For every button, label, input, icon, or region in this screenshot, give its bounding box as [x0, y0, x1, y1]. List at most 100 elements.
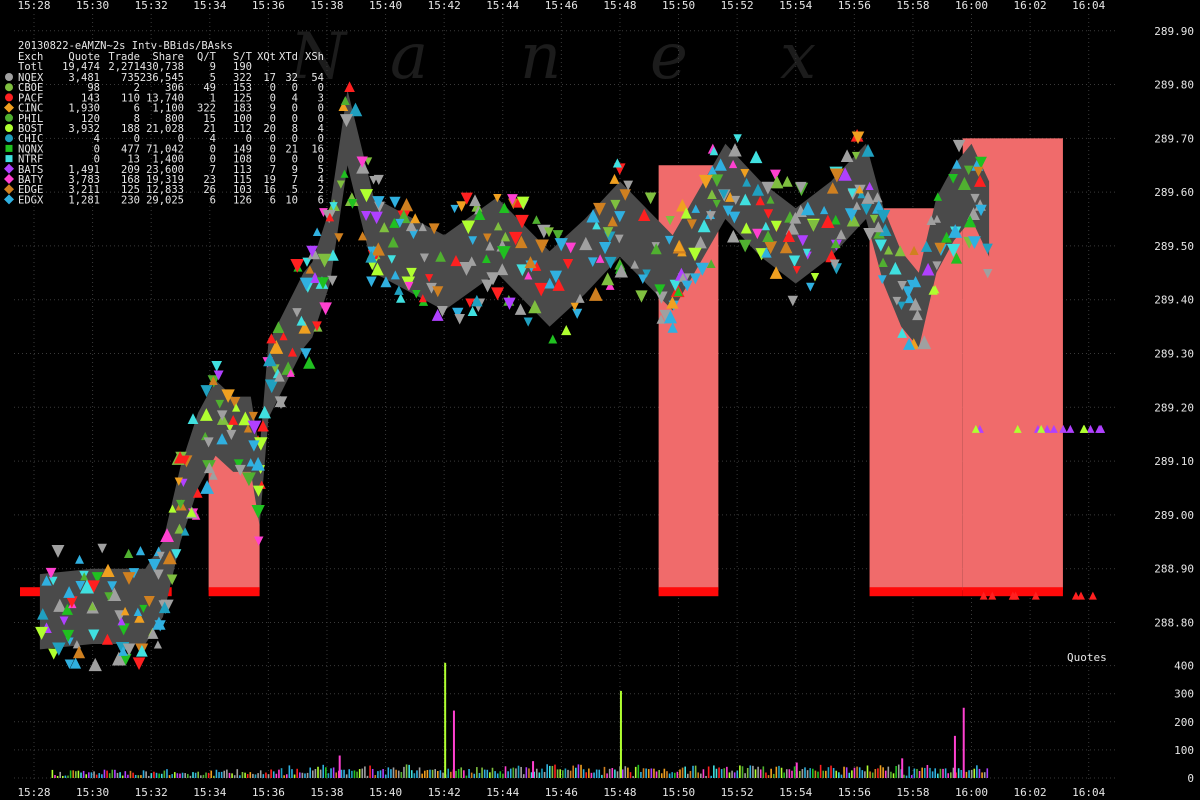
quote-marker — [418, 222, 427, 232]
quote-marker — [706, 211, 716, 221]
quote-marker — [932, 214, 941, 223]
volume-bar — [69, 770, 72, 778]
volume-bar — [437, 771, 439, 778]
quote-marker — [770, 175, 784, 189]
table-row: NQEX 3,481 735 236,545 5 322 17 32 54 — [18, 72, 324, 84]
volume-bar — [265, 772, 267, 778]
table-cell: EDGX — [18, 194, 44, 206]
volume-bar — [108, 773, 111, 778]
quote-marker — [104, 592, 114, 602]
table-cell: 430,738 — [140, 61, 184, 73]
volume-bar — [468, 768, 470, 778]
volume-bar — [848, 772, 851, 778]
quote-marker — [35, 626, 49, 640]
volume-bar — [515, 768, 517, 778]
table-cell: 4 — [318, 123, 324, 135]
table-cell: NQNX — [18, 143, 44, 155]
quote-marker — [650, 243, 662, 255]
quote-marker — [1037, 424, 1046, 433]
quote-marker — [807, 220, 820, 232]
quote-marker — [431, 308, 444, 321]
quote-marker — [892, 296, 902, 306]
quote-marker — [836, 229, 847, 240]
quote-marker — [466, 256, 477, 266]
x-tick-top: 15:46 — [545, 0, 578, 12]
volume-bar — [470, 772, 473, 778]
volume-bar — [455, 770, 457, 778]
x-tick-bottom: 15:32 — [135, 786, 168, 799]
quote-marker — [655, 291, 668, 304]
volume-bar — [543, 771, 546, 778]
volume-bar — [283, 775, 285, 778]
table-cell: 7 — [270, 164, 276, 176]
quote-marker — [789, 211, 802, 224]
quote-marker — [570, 302, 579, 311]
volume-bar — [496, 773, 499, 778]
volume-bar — [575, 767, 577, 778]
volume-bar — [762, 766, 765, 778]
table-cell: 15 — [203, 113, 216, 125]
table-cell: 4 — [94, 133, 100, 145]
table-cell: 21 — [203, 123, 216, 135]
volume-bar — [835, 770, 838, 778]
volume-bar — [301, 772, 304, 778]
quote-marker — [63, 586, 75, 598]
x-tick-bottom: 15:40 — [369, 786, 402, 799]
volume-bar — [871, 772, 874, 778]
table-cell: 7 — [292, 174, 298, 186]
volume-bar — [645, 768, 647, 778]
volume-bar — [145, 771, 147, 778]
x-tick-bottom: 15:44 — [486, 786, 519, 799]
volume-bar — [689, 771, 692, 778]
quote-marker — [312, 321, 322, 332]
quote-marker — [117, 623, 130, 636]
volume-bar — [166, 769, 168, 778]
quote-marker — [279, 332, 288, 341]
quote-marker — [356, 160, 370, 174]
quote-marker — [153, 569, 164, 580]
volume-bar — [981, 772, 983, 778]
quote-marker — [761, 221, 771, 231]
volume-bar — [572, 765, 575, 778]
x-tick-top: 15:30 — [76, 0, 109, 12]
quote-marker — [908, 297, 922, 311]
quote-marker — [667, 322, 678, 333]
quote-marker — [619, 189, 631, 201]
table-row: NTRF 0 13 1,400 0 108 0 0 0 — [18, 154, 324, 166]
quote-marker — [406, 267, 417, 279]
quote-marker — [266, 333, 277, 344]
volume-bar — [77, 770, 80, 778]
quote-marker — [91, 572, 104, 584]
table-cell: 322 — [197, 103, 216, 115]
quote-marker — [338, 101, 349, 112]
x-tick-bottom: 16:04 — [1072, 786, 1105, 799]
volume-bar — [733, 772, 736, 778]
volume-bar — [950, 772, 952, 778]
table-cell: 168 — [121, 174, 140, 186]
quote-marker — [396, 293, 406, 303]
quote-marker — [975, 156, 987, 169]
volume-bar — [890, 771, 892, 778]
quote-marker — [1095, 424, 1104, 433]
quote-marker — [770, 169, 781, 181]
quote-marker — [491, 287, 505, 301]
quote-marker — [48, 648, 60, 660]
price-tick: 289.60 — [1154, 186, 1194, 199]
volume-bar — [582, 769, 585, 778]
volume-bar — [616, 771, 619, 778]
volume-bar — [246, 774, 249, 778]
watermark-letter: e — [650, 20, 688, 94]
table-cell: 2,271 — [108, 61, 140, 73]
volume-bar — [754, 769, 757, 778]
table-cell: 110 — [121, 92, 140, 104]
table-cell: PACF — [18, 92, 43, 104]
volume-bar — [780, 767, 783, 778]
quote-marker — [528, 299, 542, 314]
quote-marker — [340, 96, 350, 105]
x-tick-top: 15:44 — [486, 0, 519, 12]
volume-bar — [311, 770, 314, 778]
x-tick-top: 15:40 — [369, 0, 402, 12]
table-cell: 8 — [292, 123, 298, 135]
quote-marker — [1043, 424, 1052, 433]
